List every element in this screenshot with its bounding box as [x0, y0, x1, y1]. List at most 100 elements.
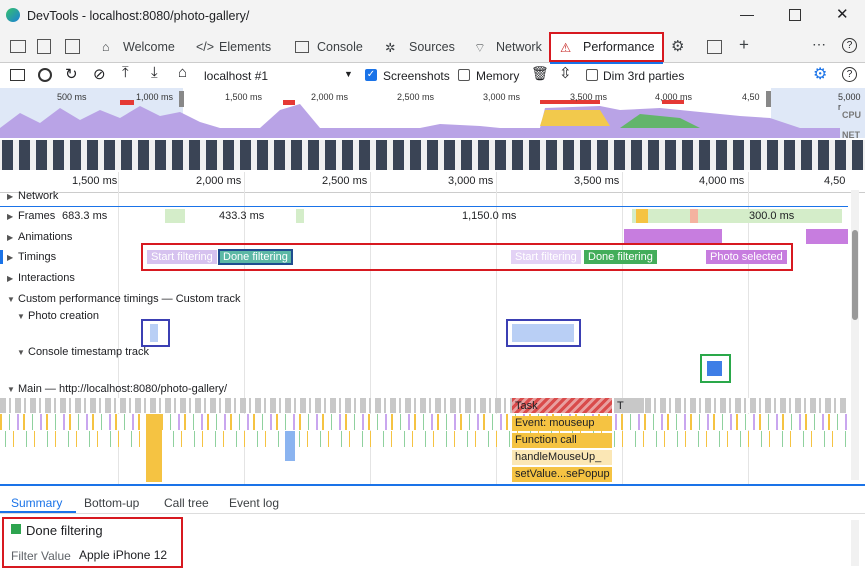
track-name[interactable]: Main — http://localhost:8080/photo-galle… — [18, 383, 228, 395]
timing-marker[interactable]: Done filtering — [584, 250, 657, 264]
tab[interactable]: Performance — [583, 40, 655, 54]
checkbox[interactable] — [458, 69, 470, 81]
tab[interactable]: Console — [317, 40, 363, 54]
help[interactable]: ? — [842, 38, 857, 53]
collapse[interactable]: ⇳ — [559, 65, 572, 82]
highlight-box — [141, 243, 793, 271]
expand-arrow[interactable]: ▶ — [7, 253, 14, 262]
track-name[interactable]: Timings — [18, 251, 57, 263]
custom-event[interactable] — [150, 324, 158, 342]
track-name[interactable]: Photo creation — [28, 310, 99, 322]
checkbox-label[interactable]: Memory — [476, 69, 520, 83]
scroll-thumb[interactable] — [852, 230, 858, 320]
animation-bar — [806, 229, 848, 244]
frame-bar — [636, 209, 648, 223]
bottom-tab[interactable]: Summary — [11, 496, 63, 510]
custom-event[interactable] — [512, 324, 574, 342]
checkbox-label[interactable]: Dim 3rd parties — [603, 69, 685, 83]
collapse-arrow[interactable]: ▼ — [7, 385, 15, 394]
app-icon — [6, 8, 20, 22]
track-name[interactable]: Console timestamp track — [28, 346, 150, 358]
expand-arrow[interactable]: ▶ — [7, 274, 14, 283]
tab[interactable]: Network — [496, 40, 542, 54]
ruler-tick: 4,000 ms — [699, 175, 745, 187]
download[interactable]: ⤓ — [151, 64, 158, 81]
dropdown-arrow[interactable]: ▼ — [344, 69, 353, 79]
tab-icon: ⌂ — [102, 40, 110, 54]
timing-marker[interactable]: Done filtering — [218, 249, 293, 265]
panel-icon[interactable] — [707, 40, 722, 54]
frame-duration: 300.0 ms — [749, 210, 795, 222]
active-tab[interactable] — [550, 33, 663, 64]
tab[interactable]: Elements — [219, 40, 272, 54]
ruler-tick: 2,000 ms — [196, 175, 242, 187]
track-name[interactable]: Animations — [18, 231, 73, 243]
flame-label[interactable]: setValue...sePopup — [512, 467, 612, 482]
ruler-tick: 2,500 ms — [322, 175, 368, 187]
sidebar-toggle[interactable] — [10, 69, 25, 81]
flame-label[interactable]: Event: mouseup — [512, 416, 612, 431]
settings-tab-icon[interactable]: ⚙ — [671, 38, 685, 55]
clear[interactable]: ⊘ — [93, 66, 106, 83]
timestamp-event[interactable] — [707, 361, 722, 376]
minimize[interactable]: — — [740, 6, 754, 22]
track-name[interactable]: Custom performance timings — Custom trac… — [18, 293, 241, 305]
garbage-collect[interactable]: 🗑 — [531, 65, 549, 81]
flame-label[interactable]: Function call — [512, 433, 612, 448]
tab-icon: ✲ — [385, 41, 396, 55]
capture-settings[interactable]: ⚙ — [813, 66, 828, 83]
record[interactable] — [38, 68, 52, 82]
track-name[interactable]: Network — [18, 190, 59, 202]
device-icon[interactable] — [37, 39, 51, 54]
reload[interactable]: ↻ — [65, 66, 78, 83]
bottom-tab[interactable]: Event log — [229, 496, 280, 510]
overview-tick: 1,000 ms — [136, 92, 174, 102]
task-bar[interactable] — [512, 398, 612, 413]
upload[interactable]: ⤒ — [122, 64, 129, 81]
home[interactable]: ⌂ — [178, 64, 188, 81]
highlight-box — [141, 319, 170, 347]
help[interactable]: ? — [842, 67, 857, 82]
tab[interactable]: Welcome — [123, 40, 175, 54]
flame-label[interactable]: handleMouseUp_ — [512, 450, 612, 465]
overview-tick: 3,000 ms — [483, 92, 521, 102]
ruler-tick: 3,000 ms — [448, 175, 494, 187]
tab-icon: ⌔ — [474, 41, 486, 55]
frame-bar — [296, 209, 304, 223]
timing-marker[interactable]: Start filtering — [511, 250, 581, 264]
selected-indicator — [0, 250, 3, 264]
expand-arrow[interactable]: ▶ — [7, 192, 14, 201]
task-bar[interactable] — [614, 398, 644, 413]
summary-value: Apple iPhone 12 — [79, 548, 168, 562]
track-name[interactable]: Interactions — [18, 272, 75, 284]
target-select[interactable]: localhost #1 — [204, 69, 269, 83]
flame-chart — [0, 398, 848, 482]
checkbox-checked[interactable]: ✓ — [365, 69, 377, 81]
summary-title: Done filtering — [26, 523, 103, 538]
summary-key: Filter Value — [11, 549, 71, 563]
overview-tick: 3,500 ms — [570, 92, 608, 102]
collapse-arrow[interactable]: ▼ — [7, 295, 15, 304]
tab-bar — [0, 32, 865, 63]
new-tab[interactable]: + — [739, 35, 749, 54]
maximize[interactable] — [789, 9, 801, 21]
timing-marker[interactable]: Start filtering — [147, 250, 217, 264]
track-name[interactable]: Frames — [18, 210, 56, 222]
expand-arrow[interactable]: ▶ — [7, 212, 14, 221]
timing-marker[interactable]: Photo selected — [706, 250, 787, 264]
inspect-icon[interactable] — [10, 40, 26, 53]
close[interactable]: ✕ — [836, 6, 849, 23]
active-tab-underline — [0, 511, 76, 513]
collapse-arrow[interactable]: ▼ — [17, 312, 25, 321]
more-menu[interactable]: ⋯ — [812, 36, 826, 52]
bottom-tab[interactable]: Call tree — [164, 496, 209, 510]
expand-arrow[interactable]: ▶ — [7, 233, 14, 242]
tab[interactable]: Sources — [409, 40, 455, 54]
bottom-tab[interactable]: Bottom-up — [84, 496, 140, 510]
checkbox-label[interactable]: Screenshots — [383, 69, 450, 83]
frame-bar — [632, 209, 842, 223]
collapse-arrow[interactable]: ▼ — [17, 348, 25, 357]
checkbox[interactable] — [586, 69, 598, 81]
dock-icon[interactable] — [65, 39, 80, 54]
